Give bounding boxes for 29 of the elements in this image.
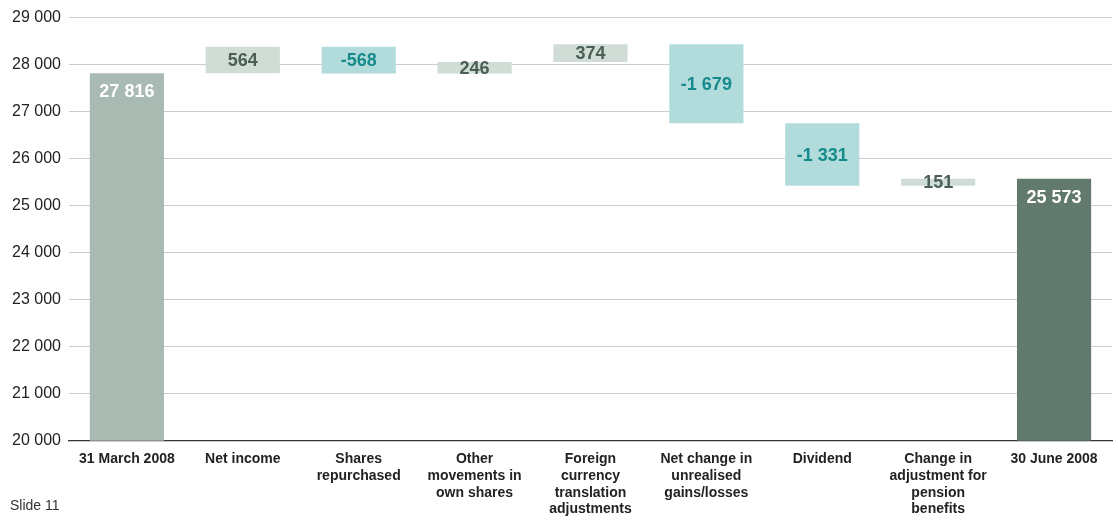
y-tick-label: 23 000 (12, 290, 62, 308)
data-label: -568 (340, 50, 377, 71)
y-tick-label: 22 000 (12, 337, 62, 355)
data-label: -1 679 (680, 73, 732, 94)
x-tick-label: Net income (205, 450, 281, 467)
data-label: 564 (227, 49, 258, 70)
y-tick-label: 26 000 (12, 149, 62, 167)
y-tick-label: 24 000 (12, 243, 62, 261)
x-tick-label: Net change in unrealised gains/losses (660, 450, 753, 500)
y-tick-label: 29 000 (12, 8, 62, 26)
data-label: -1 331 (796, 144, 848, 165)
y-tick-label: 20 000 (12, 431, 62, 449)
data-label: 151 (923, 172, 954, 193)
data-label: 27 816 (99, 81, 155, 102)
y-tick-label: 27 000 (12, 102, 62, 120)
x-tick-label: 31 March 2008 (79, 450, 175, 467)
x-tick-label: Other movements in own shares (427, 450, 522, 500)
data-label: 374 (575, 43, 606, 64)
y-tick-label: 28 000 (12, 55, 62, 73)
x-tick-label: Shares repurchased (316, 450, 401, 483)
y-tick-label: 25 000 (12, 196, 62, 214)
text: Slide 11 (10, 497, 60, 513)
data-label: 25 573 (1026, 186, 1082, 207)
x-tick-label: 30 June 2008 (1010, 450, 1098, 467)
x-tick-label: Change in adjustment for pension benefits (889, 450, 988, 517)
y-tick-label: 21 000 (12, 384, 62, 402)
x-tick-label: Dividend (792, 450, 852, 467)
data-label: 246 (459, 57, 490, 78)
x-tick-label: Foreign currency translation adjustments (549, 450, 632, 517)
